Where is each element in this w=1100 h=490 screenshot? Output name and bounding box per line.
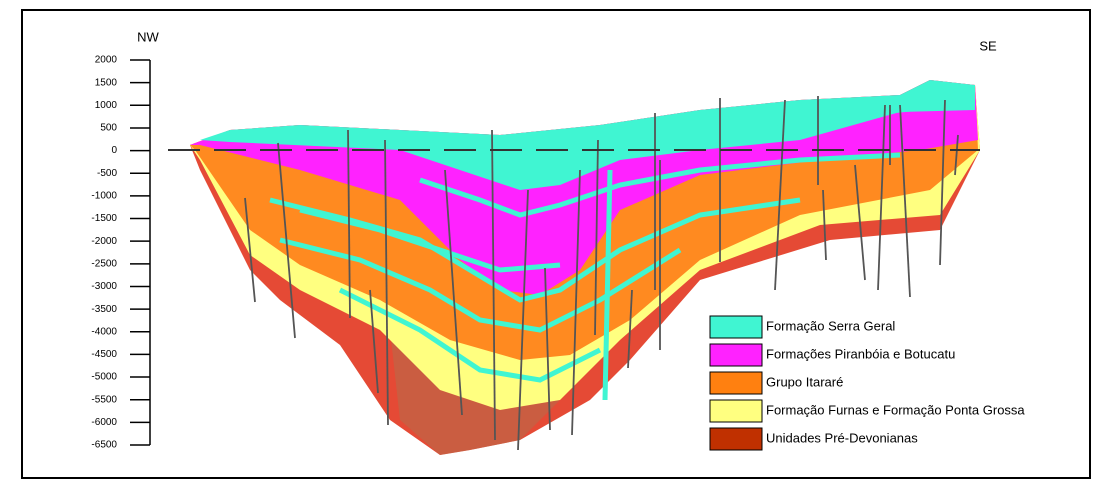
tick-label: -6000 <box>91 417 117 428</box>
tick-label: -3500 <box>91 304 117 315</box>
legend-swatch <box>710 316 762 338</box>
tick-label: -2000 <box>91 236 117 247</box>
tick-label: -5500 <box>91 394 117 405</box>
tick-label: -4500 <box>91 349 117 360</box>
tick-label: -1500 <box>91 213 117 224</box>
tick-label: 2000 <box>95 55 118 66</box>
section-figure: 2000 1500 1000 500 0 -500 -1000 -1500 -2000 -2500… <box>0 0 1100 485</box>
nw-label: NW <box>137 29 159 44</box>
legend-swatch <box>710 344 762 366</box>
se-label: SE <box>979 38 997 53</box>
legend-label: Formação Serra Geral <box>766 318 895 333</box>
legend-label: Grupo Itararé <box>766 374 843 389</box>
legend-label: Formações Piranbóia e Botucatu <box>766 346 955 361</box>
tick-label: -500 <box>97 168 117 179</box>
tick-label: 0 <box>111 145 117 156</box>
legend-label: Unidades Pré-Devonianas <box>766 430 918 445</box>
tick-label: -1000 <box>91 191 117 202</box>
legend-swatch <box>710 372 762 394</box>
legend-swatch <box>710 400 762 422</box>
tick-label: -2500 <box>91 258 117 269</box>
legend-label: Formação Furnas e Formação Ponta Grossa <box>766 402 1025 417</box>
tick-label: -4000 <box>91 326 117 337</box>
tick-label: 1500 <box>95 77 118 88</box>
tick-label: 1000 <box>95 100 118 111</box>
tick-label: -3000 <box>91 281 117 292</box>
tick-label: -6500 <box>91 440 117 451</box>
tick-label: 500 <box>100 123 117 134</box>
tick-label: -5000 <box>91 372 117 383</box>
legend-swatch <box>710 428 762 450</box>
